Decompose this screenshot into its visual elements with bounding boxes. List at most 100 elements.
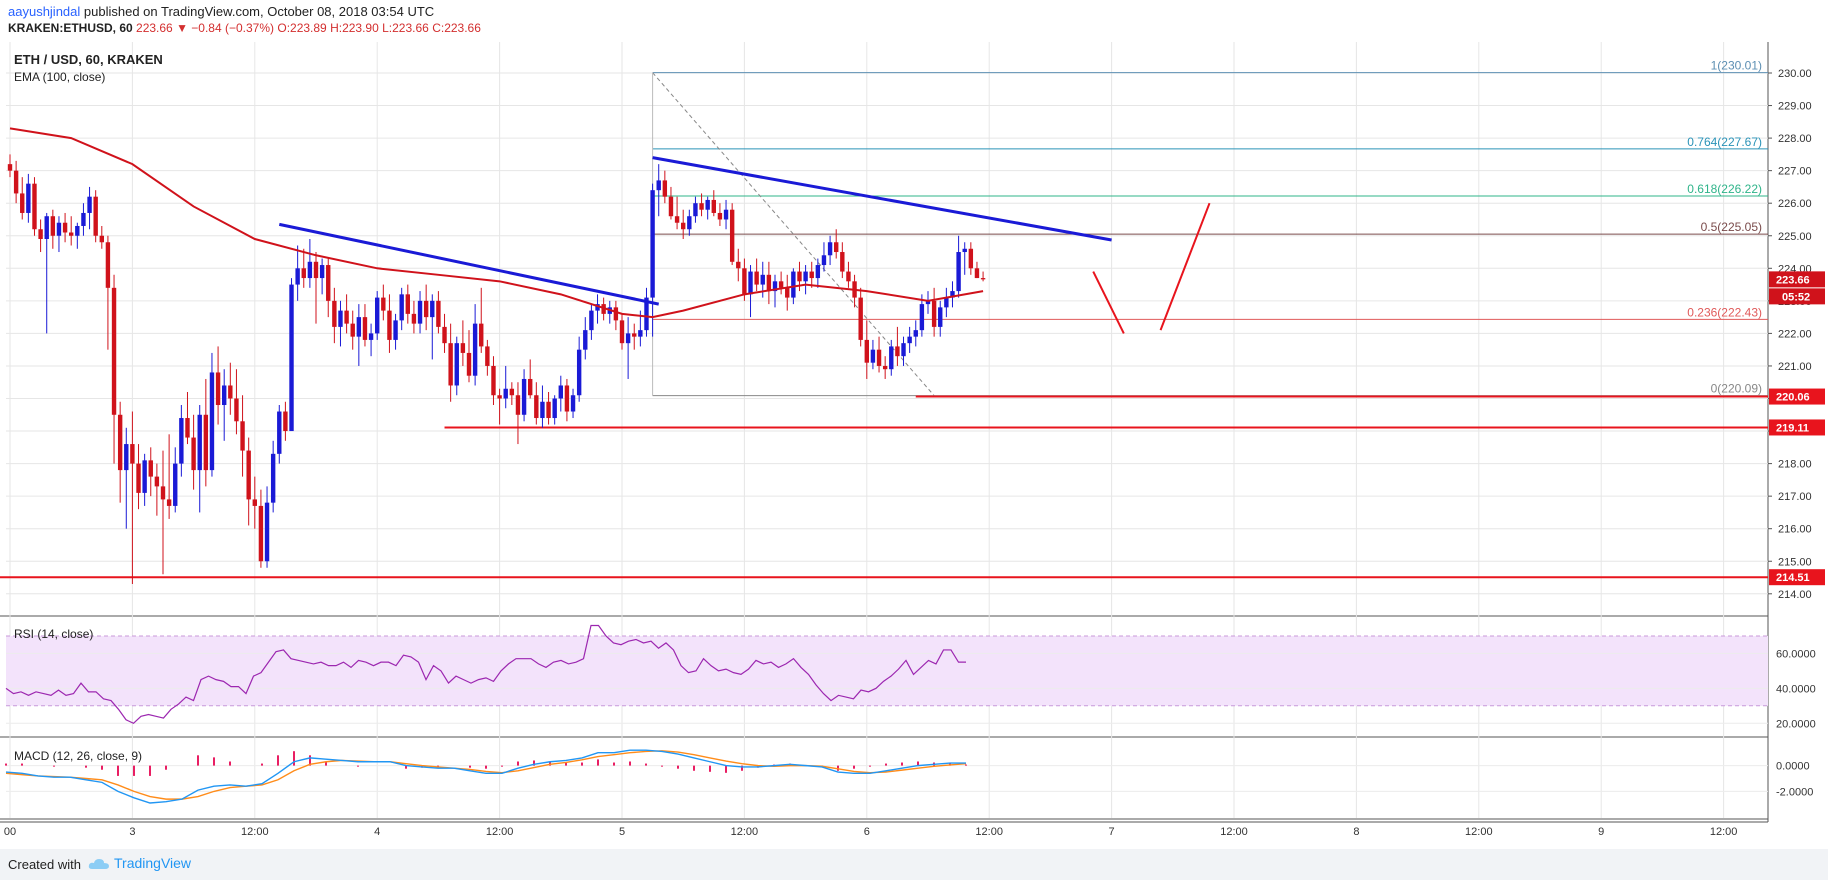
candle-body: [785, 287, 790, 298]
candle-body: [723, 209, 729, 220]
y-tick-label: 214.00: [1778, 589, 1812, 601]
candle-body: [307, 261, 313, 279]
candle-body: [656, 180, 661, 191]
candle-body: [399, 294, 404, 321]
candle-body: [319, 265, 325, 279]
candle-body: [570, 395, 576, 412]
x-tick-label: 9: [1598, 826, 1604, 838]
grid-lines: [0, 42, 1769, 822]
candle-body: [864, 339, 869, 363]
candle-body: [264, 502, 270, 562]
candle-body: [895, 346, 900, 357]
ema-100-line: [9, 127, 984, 319]
candle-body: [356, 317, 362, 337]
candle-body: [44, 216, 49, 240]
candle-body: [13, 170, 19, 194]
support-price-label: 214.51: [1776, 572, 1810, 584]
candle-body: [375, 297, 380, 334]
candle-body: [148, 460, 153, 477]
candle-body: [681, 222, 686, 230]
fib-diagonal: [652, 72, 935, 396]
candle-body: [760, 274, 765, 285]
candle-body: [589, 310, 594, 331]
fib-label: 0.618(226.22): [1687, 182, 1762, 196]
y-tick-label: 225.00: [1778, 231, 1812, 243]
countdown-tag: [1769, 288, 1825, 305]
rsi-title: RSI (14, close): [14, 627, 93, 641]
candle-body: [931, 300, 937, 327]
fib-label: 0(220.09): [1711, 382, 1762, 396]
y-tick-label: 215.00: [1778, 556, 1812, 568]
candle-body: [423, 300, 429, 318]
candle-body: [791, 271, 796, 298]
candle-body: [166, 499, 172, 506]
symbol-label: KRAKEN:ETHUSD, 60: [8, 21, 133, 35]
macd-panel: 0.0000 -2.0000: [5, 749, 1813, 804]
candle-body: [160, 486, 166, 500]
candle-body: [209, 372, 215, 471]
candle-body: [858, 297, 863, 340]
candle-body: [778, 281, 784, 288]
candle-body: [93, 196, 98, 236]
candle-body: [674, 216, 680, 223]
candle-body: [258, 505, 264, 562]
x-tick-label: 12:00: [1220, 826, 1248, 838]
created-with-text: Created with: [8, 857, 81, 872]
projection-arrow: [1092, 271, 1125, 334]
candle-body: [99, 235, 104, 243]
candle-body: [711, 199, 716, 213]
candle-body: [925, 300, 931, 305]
candle-body: [111, 287, 117, 415]
candle-body: [448, 343, 453, 386]
candle-body: [846, 271, 851, 282]
candle-body: [246, 450, 251, 500]
candle-body: [454, 343, 459, 386]
candle-body: [736, 261, 741, 269]
chart-title: ETH / USD, 60, KRAKEN: [14, 52, 163, 67]
candle-body: [613, 307, 619, 321]
y-tick-label: 218.00: [1778, 459, 1812, 471]
rsi-band: [6, 635, 1768, 706]
projection-arrows: [1092, 202, 1211, 334]
candle-body: [417, 300, 423, 324]
candle-body: [632, 333, 637, 337]
candle-body: [515, 395, 521, 415]
x-tick-label: 00: [4, 826, 16, 838]
candle-body: [503, 388, 508, 399]
published-text: published on TradingView.com, October 08…: [83, 4, 435, 19]
candle-body: [509, 388, 515, 396]
candle-body: [362, 317, 368, 340]
trendline: [278, 222, 660, 306]
support-price-tag: [1769, 419, 1825, 436]
candle-body: [62, 222, 68, 233]
candle-body: [460, 343, 466, 353]
candle-body: [472, 323, 478, 376]
candle-body: [729, 209, 735, 262]
candle-body: [919, 304, 925, 331]
candle-body: [662, 180, 668, 197]
candle-body: [834, 242, 839, 253]
candle-body: [466, 352, 472, 376]
cloud-icon: [88, 857, 110, 869]
candle-body: [827, 242, 833, 256]
candle-body: [289, 284, 294, 432]
candle-body: [956, 252, 961, 292]
price-chart-area[interactable]: 1(230.01) 0.764(227.67) 0.618(226.22) 0.5(2…: [0, 0, 1828, 849]
x-tick-label: 7: [1109, 826, 1115, 838]
x-tick-label: 5: [619, 826, 625, 838]
support-price-tag: [1769, 388, 1825, 405]
candle-body: [368, 333, 374, 340]
candle-body: [283, 411, 288, 432]
candle-body: [882, 365, 888, 370]
candle-body: [393, 320, 398, 340]
macd-line: [5, 749, 966, 804]
price-change: 223.66 ▼ −0.84 (−0.37%): [136, 21, 275, 35]
candle-body: [742, 268, 747, 295]
author-link[interactable]: aayushjindal: [8, 4, 81, 19]
candle-body: [222, 385, 227, 406]
candle-body: [69, 232, 74, 236]
candle-body: [980, 278, 986, 280]
candle-body: [81, 212, 86, 226]
candle-body: [350, 323, 355, 337]
tradingview-brand-link[interactable]: TradingView: [88, 855, 191, 871]
